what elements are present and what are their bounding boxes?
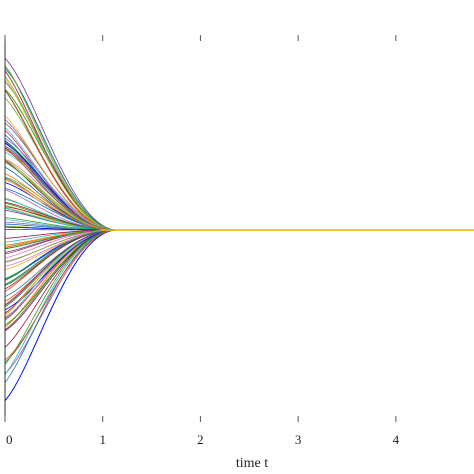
series-line — [4, 229, 474, 361]
x-axis-label: time t — [236, 456, 268, 471]
series-line — [4, 89, 474, 231]
series-line — [4, 75, 474, 231]
series-line — [4, 226, 474, 231]
x-tick-label: 3 — [295, 432, 302, 447]
x-tick-label: 1 — [99, 432, 106, 447]
series-line — [4, 229, 474, 365]
x-tick-label: 0 — [6, 432, 13, 447]
series-line — [4, 90, 474, 231]
series-line — [4, 229, 474, 311]
series-line — [4, 229, 474, 401]
series-line — [4, 229, 474, 308]
series-line — [4, 65, 474, 231]
series-line — [4, 229, 474, 402]
series-line — [4, 229, 474, 314]
series-line — [4, 202, 474, 231]
x-tick-label: 4 — [393, 432, 400, 447]
x-tick-label: 2 — [197, 432, 204, 447]
series-line — [4, 65, 474, 231]
series-line — [4, 57, 474, 231]
series-line — [4, 229, 474, 302]
x-ticks: 0 1 2 3 4 — [4, 35, 400, 447]
series-line — [4, 141, 474, 231]
series-line — [4, 89, 474, 231]
series-line — [4, 229, 474, 305]
series-line — [4, 68, 474, 231]
series-line — [4, 229, 474, 306]
series-line — [4, 88, 474, 231]
series-line — [4, 179, 474, 231]
series-line — [4, 229, 474, 331]
series-line — [4, 229, 474, 332]
series-layer — [4, 57, 474, 402]
series-line — [4, 67, 474, 231]
series-line — [4, 229, 474, 281]
series-line — [4, 229, 474, 331]
series-line — [4, 229, 474, 259]
